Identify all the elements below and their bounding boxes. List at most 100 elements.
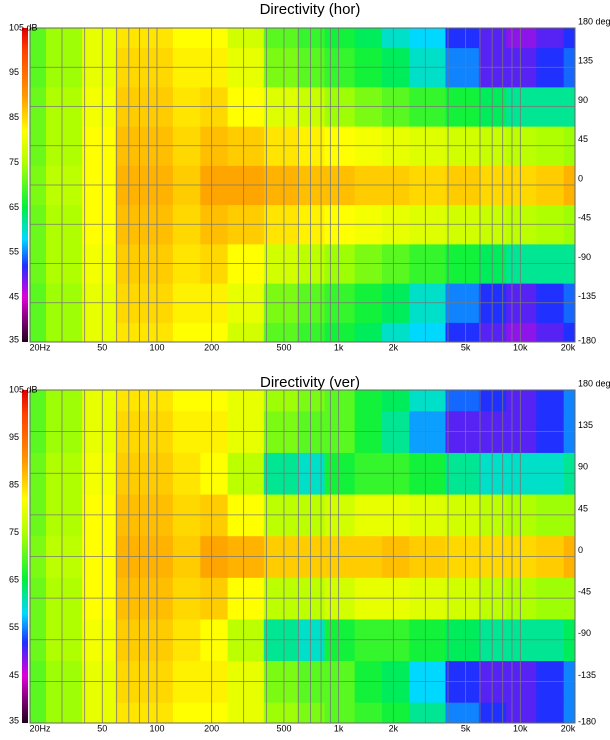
x-tick-label: 50 xyxy=(97,342,107,352)
heat-cell xyxy=(354,702,383,724)
x-tick-label: 1k xyxy=(334,723,344,733)
x-tick-label: 1k xyxy=(334,342,344,352)
x-tick-label: 20k xyxy=(561,342,576,352)
heat-cell xyxy=(263,702,298,724)
y-tick-label: 135 xyxy=(578,56,593,66)
colorbar-tick-label: 105 dB xyxy=(9,384,38,394)
heat-cell xyxy=(324,702,356,724)
colorbar xyxy=(22,28,28,342)
heat-cell xyxy=(115,28,144,49)
heat-cell xyxy=(536,28,565,49)
heat-cell xyxy=(227,28,265,49)
heat-cell xyxy=(381,28,410,49)
heat-cell xyxy=(445,322,480,343)
heat-cell xyxy=(200,390,229,412)
heat-cell xyxy=(297,702,326,724)
colorbar-tick-label: 55 xyxy=(9,622,19,632)
colorbar-tick-label: 45 xyxy=(9,292,19,302)
x-tick-label: 10k xyxy=(513,723,528,733)
heat-cell xyxy=(445,28,480,49)
heat-cell xyxy=(409,28,446,49)
colorbar-tick-label: 45 xyxy=(9,670,19,680)
heat-cell xyxy=(82,28,117,49)
heat-cell xyxy=(172,322,201,343)
heat-cell xyxy=(30,322,47,343)
y-tick-label: -45 xyxy=(578,587,591,597)
heat-cell xyxy=(263,322,298,343)
heat-cell xyxy=(478,390,507,412)
colorbar xyxy=(22,390,28,723)
heat-cell xyxy=(227,322,265,343)
y-tick-label: -135 xyxy=(578,670,596,680)
heat-cell xyxy=(354,28,383,49)
y-tick-label: -180 xyxy=(578,335,596,345)
y-tick-label: 90 xyxy=(578,95,588,105)
heat-cell xyxy=(478,702,507,724)
colorbar-tick-label: 55 xyxy=(9,247,19,257)
x-tick-label: 20Hz xyxy=(29,342,51,352)
colorbar-tick-label: 95 xyxy=(9,67,19,77)
heat-cell xyxy=(115,390,144,412)
heat-cell xyxy=(354,390,383,412)
x-tick-label: 20Hz xyxy=(29,723,51,733)
heat-cell xyxy=(297,28,326,49)
heat-cell xyxy=(30,390,47,412)
heat-cell xyxy=(200,322,229,343)
colorbar-tick-label: 105 dB xyxy=(9,22,38,32)
heat-cell xyxy=(324,28,356,49)
y-tick-label: 45 xyxy=(578,503,588,513)
heat-cell xyxy=(354,322,383,343)
heat-cell xyxy=(172,390,201,412)
heat-cell xyxy=(45,702,83,724)
x-tick-label: 500 xyxy=(276,342,291,352)
colorbar-tick-label: 75 xyxy=(9,527,19,537)
heat-cell xyxy=(45,390,83,412)
heat-cell xyxy=(142,390,174,412)
colorbar-tick-label: 35 xyxy=(9,715,19,725)
y-tick-label: 0 xyxy=(578,173,583,183)
x-tick-label: 5k xyxy=(461,342,471,352)
x-tick-label: 10k xyxy=(513,342,528,352)
heat-cell xyxy=(381,390,410,412)
y-tick-label: -90 xyxy=(578,628,591,638)
plot-frame xyxy=(29,389,576,724)
chart-title: Directivity (hor) xyxy=(260,1,361,18)
y-tick-label: -135 xyxy=(578,291,596,301)
colorbar-tick-label: 65 xyxy=(9,202,19,212)
x-tick-label: 50 xyxy=(97,723,107,733)
heat-cell xyxy=(172,702,201,724)
colorbar-tick-label: 75 xyxy=(9,157,19,167)
heat-cell xyxy=(30,28,47,49)
y-tick-label: 180 deg xyxy=(578,16,610,26)
x-tick-label: 200 xyxy=(204,723,219,733)
x-tick-label: 2k xyxy=(389,723,399,733)
heat-cell xyxy=(445,702,480,724)
y-tick-label: 135 xyxy=(578,420,593,430)
y-tick-label: -45 xyxy=(578,213,591,223)
heat-cell xyxy=(409,390,446,412)
colorbar-tick-label: 35 xyxy=(9,334,19,344)
heat-cell xyxy=(381,702,410,724)
y-tick-label: -180 xyxy=(578,716,596,726)
x-tick-label: 500 xyxy=(276,723,291,733)
plot-frame xyxy=(29,27,576,343)
heat-cell xyxy=(563,702,576,724)
colorbar-tick-label: 85 xyxy=(9,480,19,490)
heat-cell xyxy=(381,322,410,343)
y-tick-label: 90 xyxy=(578,462,588,472)
heat-cell xyxy=(563,322,576,343)
heat-cell xyxy=(263,28,298,49)
heat-cell xyxy=(536,702,565,724)
heat-cell xyxy=(263,390,298,412)
heat-cell xyxy=(506,702,537,724)
heat-cell xyxy=(445,390,480,412)
heat-cell xyxy=(115,702,144,724)
heat-cell xyxy=(172,28,201,49)
heat-cell xyxy=(563,390,576,412)
heat-cell xyxy=(506,322,537,343)
heat-cell xyxy=(297,322,326,343)
x-tick-label: 100 xyxy=(149,723,164,733)
x-tick-label: 100 xyxy=(149,342,164,352)
x-tick-label: 200 xyxy=(204,342,219,352)
